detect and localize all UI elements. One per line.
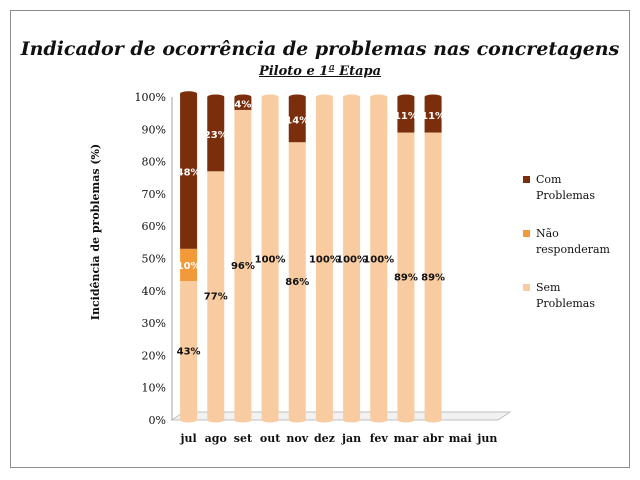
data-label: 100% [309,255,340,266]
legend-item-sem-problemas: Sem Problemas [523,280,595,312]
legend-label-nao-line2: responderam [536,243,610,256]
y-tick-label: 30% [142,317,166,330]
bar-segment [207,171,225,420]
bar-segment [234,109,252,421]
data-label: 11% [394,111,418,122]
bar-top-cap [397,94,415,100]
x-tick-label: jul [180,432,197,445]
bar-top-cap [288,94,306,100]
bar-segment [180,248,198,282]
x-tick-label: mar [394,432,419,445]
bar-top-cap [234,94,252,100]
bar-segment [180,281,198,420]
bar-top-cap [343,94,361,100]
bar-bottom-cap [180,417,198,423]
data-label: 11% [421,111,445,122]
bar-bottom-cap [424,417,442,423]
legend-swatch-sem-problemas [523,284,530,291]
bar-top-cap [261,94,279,100]
y-tick-label: 70% [142,188,166,201]
bar-segment [234,97,252,110]
bar-segment [207,97,225,172]
bar-segment [370,97,388,420]
y-axis-title: Incidência de problemas (%) [89,144,102,320]
legend-item-nao-responderam: Não responderam [523,226,610,258]
bar-bottom-cap [288,417,306,423]
bar-bottom-cap [207,417,225,423]
bar-segment [261,97,279,420]
bar-segment [343,97,361,420]
chart-subtitle: Piloto e 1ª Etapa [258,64,382,79]
bar-top-cap [315,94,333,100]
legend-swatch-nao-responderam [523,230,530,237]
data-label: 100% [255,255,286,266]
y-tick-label: 100% [135,91,166,104]
x-tick-label: jun [476,432,497,445]
bar-segment [397,132,415,420]
data-label: 89% [421,272,445,283]
data-label: 86% [285,277,309,288]
bar-bottom-cap [315,417,333,423]
x-tick-label: out [260,432,281,445]
legend-label-sem-line2: Problemas [536,297,595,310]
bar-bottom-cap [397,417,415,423]
legend-label-com-line1: Com [536,173,562,186]
data-label: 89% [394,272,418,283]
data-label: 4% [234,99,251,110]
x-tick-label: ago [205,432,227,445]
bar-top-cap [207,94,225,100]
bar-segment [288,142,306,420]
bar-bottom-cap [343,417,361,423]
data-label: 14% [285,116,309,127]
data-label: 43% [177,347,201,358]
x-tick-label: nov [286,432,308,445]
bar-bottom-cap [234,417,252,423]
data-label: 48% [177,167,201,178]
y-tick-label: 60% [142,220,166,233]
bar-top-cap [370,94,388,100]
y-tick-label: 20% [142,349,166,362]
x-tick-label: dez [314,432,335,445]
bar-segment [180,93,198,249]
x-tick-label: abr [423,432,444,445]
bar-segment [315,97,333,420]
legend-swatch-com-problemas [523,176,530,183]
data-label: 10% [177,261,201,272]
x-tick-label: mai [449,432,472,445]
bar-segment [288,97,306,143]
data-label: 100% [336,255,367,266]
y-tick-label: 40% [142,285,166,298]
data-label: 77% [204,292,228,303]
legend-item-com-problemas: Com Problemas [523,172,595,204]
x-tick-label: set [234,432,253,445]
legend-label-com-line2: Problemas [536,189,595,202]
bar-top-cap [424,94,442,100]
data-label: 23% [204,130,228,141]
y-tick-label: 90% [142,123,166,136]
bar-bottom-cap [261,417,279,423]
bar-segment [424,97,442,133]
y-tick-label: 10% [142,382,166,395]
data-label: 100% [363,255,394,266]
bar-segment [397,97,415,133]
bar-bottom-cap [370,417,388,423]
y-tick-label: 50% [142,253,166,266]
y-tick-label: 80% [142,156,166,169]
data-label: 96% [231,261,255,272]
bar-top-cap [180,91,198,97]
chart-title: Indicador de ocorrência de problemas nas… [20,38,620,60]
x-tick-label: fev [370,432,389,445]
x-tick-label: jan [341,432,361,445]
legend-label-nao-line1: Não [536,227,559,240]
bar-segment [424,132,442,420]
legend-label-sem-line1: Sem [536,281,561,294]
y-tick-label: 0% [149,414,166,427]
